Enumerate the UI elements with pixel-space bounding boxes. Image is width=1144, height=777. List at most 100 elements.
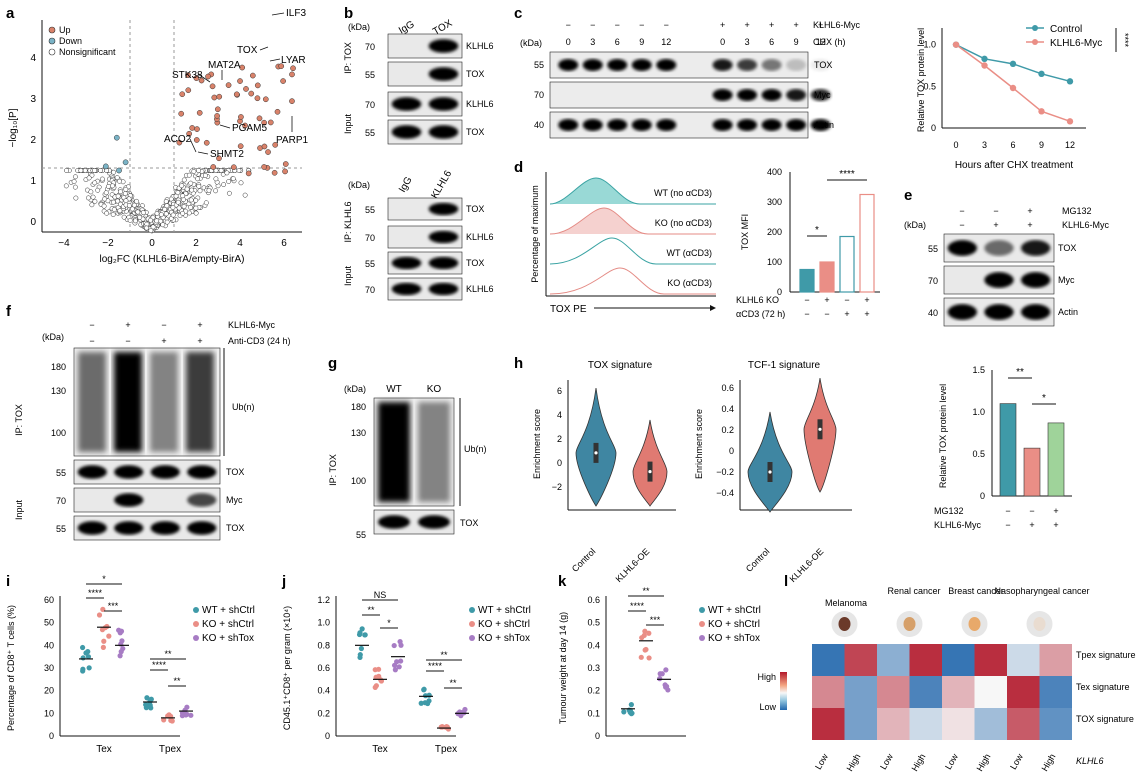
up-point xyxy=(214,113,220,119)
up-point xyxy=(185,72,191,78)
scale-low: Low xyxy=(759,702,776,712)
down-point xyxy=(102,163,109,170)
heatmap-cell xyxy=(877,708,910,740)
mfi-bar xyxy=(799,268,815,293)
row1-sign: + xyxy=(824,295,829,305)
heatmap-cell xyxy=(942,676,975,708)
ns-point xyxy=(123,198,129,204)
blot-band xyxy=(786,119,807,131)
ns-point xyxy=(188,197,194,203)
ns-point xyxy=(72,174,78,180)
line-y-label: Relative TOX protein level xyxy=(916,28,926,132)
dot xyxy=(372,684,378,690)
y-tick: 6 xyxy=(557,386,562,396)
up-point xyxy=(198,77,205,84)
ns-point xyxy=(102,196,108,202)
up-point xyxy=(211,94,218,101)
ns-point xyxy=(148,228,154,233)
heatmap-cell xyxy=(1039,708,1072,740)
up-point xyxy=(205,73,211,80)
blot-band xyxy=(607,59,628,71)
ns-point xyxy=(114,175,120,181)
blot-row-label: KLHL6 xyxy=(466,99,494,109)
ub-smear xyxy=(378,402,410,502)
ns-point xyxy=(115,193,121,199)
lane-time: 6 xyxy=(615,37,620,47)
up-point xyxy=(194,126,200,132)
y-tick: 1.2 xyxy=(317,595,330,605)
ns-point xyxy=(129,206,135,212)
trace-label: KO (no αCD3) xyxy=(655,218,712,228)
legend-marker xyxy=(193,635,199,641)
ubiquitination-blot-f: (kDa) KLHL6-Myc Anti-CD3 (24 h) − − + − − + + +… xyxy=(14,320,291,541)
dot xyxy=(422,700,428,706)
series-point xyxy=(1066,78,1074,85)
gene-label: ACO2 xyxy=(164,134,192,145)
blot-band xyxy=(984,272,1014,288)
y-tick: 0.2 xyxy=(587,686,600,696)
mfi-bar-chart: TOX MFI 0 100 200 300 400 KLHL6 KO αCD3 … xyxy=(736,167,880,319)
organ-icons xyxy=(831,611,1053,637)
violin-median xyxy=(818,427,822,431)
row2-sign: − xyxy=(804,309,809,319)
organ-shape xyxy=(1033,617,1046,631)
blot-stack: Ub(n) 180 130 100 TOX 55 xyxy=(351,397,487,540)
down-point xyxy=(113,134,120,141)
sig-label: ** xyxy=(642,586,650,596)
up-point xyxy=(256,115,263,122)
y-tick: 0.6 xyxy=(317,663,330,673)
panel-label-b: b xyxy=(344,5,353,22)
lane-sign: + xyxy=(125,320,130,330)
ns-point xyxy=(105,184,111,189)
lane-sign: + xyxy=(769,20,774,30)
heatmap-cell xyxy=(844,676,877,708)
ns-point xyxy=(213,188,219,194)
up-point xyxy=(185,87,192,94)
series-point xyxy=(1038,70,1045,78)
lane-sign: + xyxy=(993,220,998,230)
kda-label: (kDa) xyxy=(520,38,542,48)
y-tick: 0.6 xyxy=(587,595,600,605)
group-label: KLHL6-OE xyxy=(788,546,826,584)
dot xyxy=(397,639,403,645)
dot xyxy=(85,649,91,655)
myc-label: KLHL6-Myc xyxy=(228,320,276,330)
legend-marker xyxy=(699,607,705,613)
lane-sign: + xyxy=(744,20,749,30)
lane-time: 9 xyxy=(794,37,799,47)
blot-band xyxy=(984,240,1014,256)
chx-line-chart: Relative TOX protein level Hours after C… xyxy=(916,24,1130,171)
lane-time: 3 xyxy=(745,37,750,47)
sig-label: **** xyxy=(428,661,443,671)
ns-point xyxy=(127,217,133,223)
violin-title: TCF-1 signature xyxy=(748,360,821,371)
row2-sign: + xyxy=(844,309,849,319)
ns-point xyxy=(99,176,105,182)
blot-band xyxy=(1020,240,1051,256)
mw-marker: 70 xyxy=(365,100,375,110)
sig-label: **** xyxy=(630,601,645,611)
cancer-label: Renal cancer xyxy=(887,586,940,596)
ns-point xyxy=(86,175,92,181)
ns-point xyxy=(181,177,187,183)
ns-point xyxy=(118,189,123,195)
blot-band xyxy=(631,119,652,131)
blot-band xyxy=(77,465,107,479)
lane-sign: − xyxy=(993,206,998,216)
blot-band xyxy=(428,67,459,81)
lane-header: KLHL6 xyxy=(429,168,454,200)
ns-point xyxy=(154,211,160,216)
dot xyxy=(117,653,123,659)
dot xyxy=(657,676,663,682)
heatmap-cell xyxy=(1007,676,1040,708)
up-point xyxy=(261,119,267,126)
row1-sign: + xyxy=(864,295,869,305)
row-label: αCD3 (72 h) xyxy=(736,309,785,319)
ns-point xyxy=(126,203,132,209)
blot-band xyxy=(737,119,758,131)
rescue-bar xyxy=(1023,447,1041,497)
ns-point xyxy=(170,205,176,210)
line-x-label: Hours after CHX treatment xyxy=(955,160,1074,171)
y-tick: 4 xyxy=(557,410,562,420)
mw-marker: 180 xyxy=(51,362,66,372)
